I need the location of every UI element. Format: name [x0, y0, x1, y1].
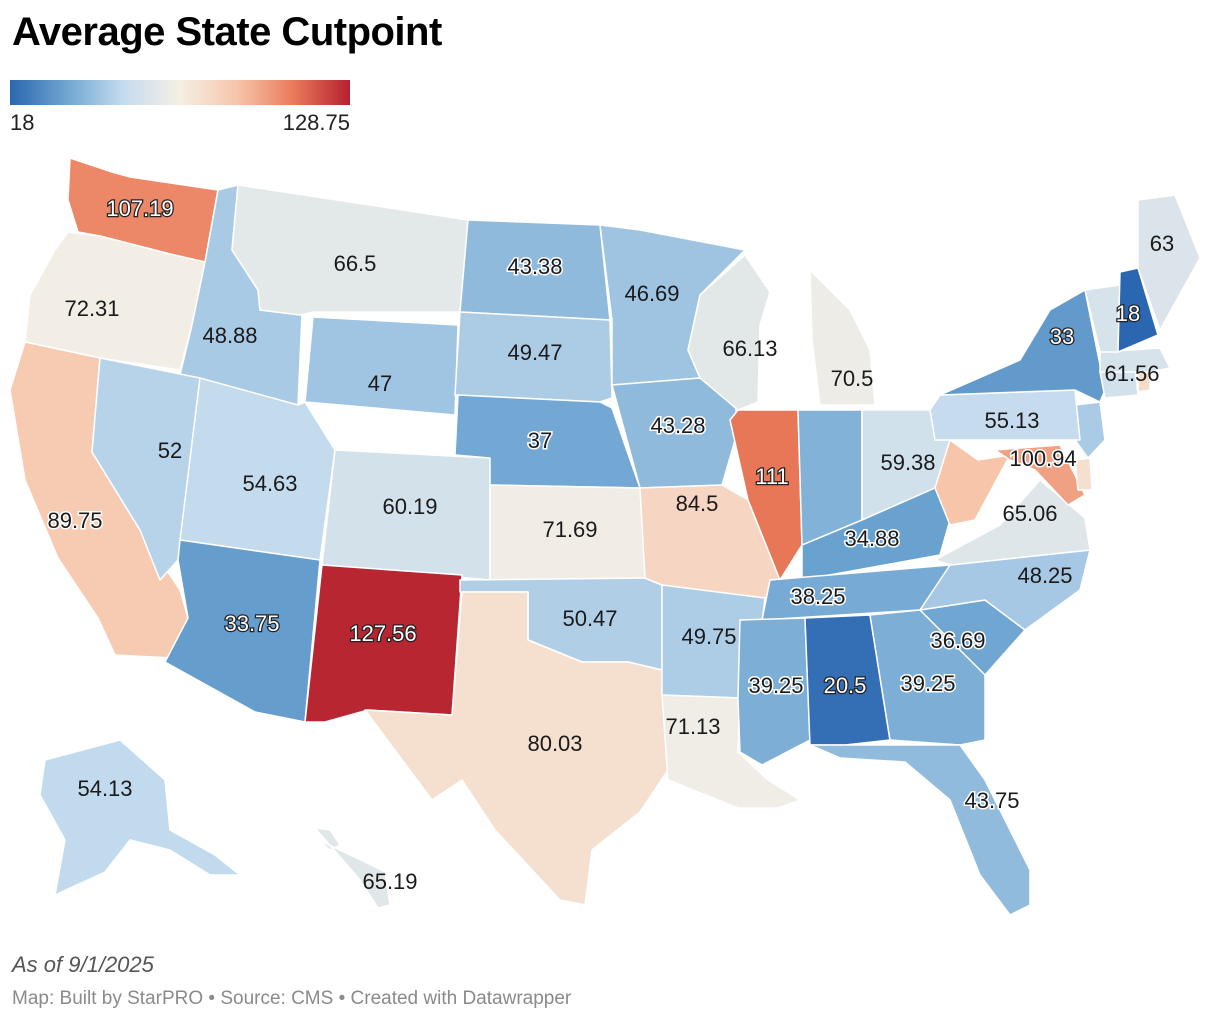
state-hi[interactable]: [314, 827, 391, 909]
state-value-label-nh: 18: [1116, 301, 1140, 326]
state-value-label-nv: 52: [158, 438, 182, 463]
state-value-label-ak: 54.13: [77, 776, 132, 801]
state-value-label-az: 33.75: [224, 611, 279, 636]
labels-layer: 107.19 72.31 89.75 48.88 52 66.5 47 54.63 33.75 6…: [46, 195, 1174, 894]
state-value-label-wa: 107.19: [106, 196, 173, 221]
state-value-label-ar: 49.75: [681, 624, 736, 649]
state-fl[interactable]: [809, 744, 1031, 916]
state-pa[interactable]: [929, 389, 1081, 441]
state-value-label-nc: 48.25: [1017, 563, 1072, 588]
state-value-label-ut: 54.63: [242, 471, 297, 496]
state-value-label-mo: 84.5: [676, 491, 719, 516]
state-wy[interactable]: [304, 316, 459, 416]
state-value-label-ia: 43.28: [650, 413, 705, 438]
as-of-note: As of 9/1/2025: [12, 952, 154, 977]
state-value-label-md: 100.94: [1009, 446, 1076, 471]
state-value-label-ny: 33: [1050, 324, 1074, 349]
legend-max-label: 128.75: [282, 110, 350, 135]
state-value-label-va: 65.06: [1002, 501, 1057, 526]
state-me[interactable]: [1137, 194, 1201, 331]
state-value-label-fl: 43.75: [964, 788, 1019, 813]
state-va[interactable]: [934, 479, 1091, 566]
state-value-label-mn: 46.69: [624, 281, 679, 306]
state-value-label-ok: 50.47: [562, 606, 617, 631]
state-value-label-mi: 70.5: [831, 366, 874, 391]
legend-min-label: 18: [10, 110, 35, 135]
us-states-map: 107.19 72.31 89.75 48.88 52 66.5 47 54.63 33.75 6…: [9, 157, 1201, 916]
state-al[interactable]: [804, 614, 891, 746]
map-title: Average State Cutpoint: [12, 10, 442, 54]
state-nh[interactable]: [1117, 267, 1159, 353]
state-value-label-ne: 37: [528, 428, 552, 453]
state-value-label-ky: 34.88: [844, 526, 899, 551]
state-value-label-me: 63: [1150, 231, 1174, 256]
state-value-label-ca: 89.75: [47, 508, 102, 533]
state-wi[interactable]: [687, 254, 771, 411]
state-value-label-il: 111: [755, 464, 788, 489]
state-az[interactable]: [164, 539, 321, 723]
state-value-label-id: 48.88: [202, 323, 257, 348]
state-value-label-wi: 66.13: [722, 336, 777, 361]
state-value-label-ma: 61.56: [1104, 361, 1159, 386]
state-md[interactable]: [994, 444, 1086, 506]
state-value-label-oh: 59.38: [880, 450, 935, 475]
state-value-label-ks: 71.69: [542, 517, 597, 542]
state-value-label-mt: 66.5: [334, 251, 377, 276]
state-value-label-nm: 127.56: [349, 621, 416, 646]
state-value-label-hi: 65.19: [362, 869, 417, 894]
state-value-label-la: 71.13: [665, 714, 720, 739]
state-value-label-pa: 55.13: [984, 408, 1039, 433]
state-value-label-tx: 80.03: [527, 731, 582, 756]
state-or[interactable]: [24, 231, 206, 371]
state-de[interactable]: [1074, 457, 1093, 491]
source-credit: Map: Built by StarPRO • Source: CMS • Cr…: [12, 988, 572, 1009]
state-value-label-tn: 38.25: [790, 584, 845, 609]
state-mi[interactable]: [809, 269, 876, 406]
state-value-label-sc: 36.69: [930, 628, 985, 653]
state-value-label-nd: 43.38: [507, 254, 562, 279]
state-ak[interactable]: [39, 739, 241, 896]
state-value-label-ga: 39.25: [900, 671, 955, 696]
state-tx[interactable]: [364, 591, 669, 906]
state-ut[interactable]: [179, 377, 336, 561]
state-value-label-wy: 47: [368, 371, 392, 396]
color-legend: 18 128.75: [10, 80, 350, 135]
state-value-label-al: 20.5: [824, 673, 867, 698]
state-ny[interactable]: [939, 289, 1106, 403]
state-value-label-sd: 49.47: [507, 340, 562, 365]
state-sd[interactable]: [454, 311, 613, 403]
states-layer: [9, 157, 1201, 916]
state-value-label-co: 60.19: [382, 494, 437, 519]
state-value-label-or: 72.31: [64, 296, 119, 321]
state-ma[interactable]: [1099, 347, 1171, 373]
legend-gradient-bar: [10, 80, 350, 105]
state-value-label-ms: 39.25: [748, 673, 803, 698]
